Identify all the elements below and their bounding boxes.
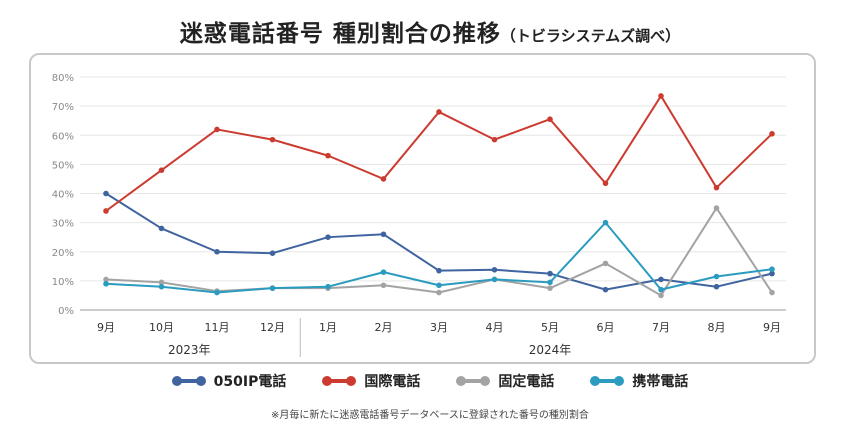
legend: 050IP電話 国際電話 固定電話 携帯電話	[0, 371, 860, 391]
legend-item: 携帯電話	[590, 371, 688, 391]
data-point	[158, 279, 165, 286]
x-tick-label: 6月	[597, 321, 615, 334]
y-tick-label: 10%	[52, 277, 74, 288]
legend-swatch	[322, 376, 357, 386]
x-axis-ticks: 9月 10月 11月 12月 1月 2月 3月 4月 5月 6月 7月 8月 9月	[97, 321, 781, 334]
data-point	[713, 283, 720, 290]
legend-label: 050IP電話	[213, 374, 287, 390]
y-axis-ticks: 0% 10% 20% 30% 40% 50% 60% 70% 80%	[52, 73, 74, 317]
series-lines	[103, 93, 775, 299]
series-line	[105, 192, 773, 291]
y-tick-label: 70%	[52, 102, 74, 113]
data-point	[713, 184, 720, 191]
year-label: 2024年	[529, 343, 572, 357]
x-tick-label: 11月	[205, 321, 230, 334]
data-point	[602, 180, 609, 187]
year-label: 2023年	[168, 343, 211, 357]
data-point	[658, 276, 664, 283]
data-point	[436, 109, 442, 115]
legend-swatch	[590, 376, 625, 386]
data-point	[769, 130, 775, 137]
data-point	[269, 136, 276, 143]
x-tick-label: 3月	[430, 321, 448, 334]
y-tick-label: 30%	[52, 219, 74, 230]
data-point	[547, 116, 553, 123]
data-point	[380, 176, 387, 182]
data-point	[491, 267, 498, 273]
data-point	[269, 250, 276, 257]
data-point	[547, 285, 553, 291]
data-point	[436, 267, 442, 274]
legend-item: 国際電話	[322, 371, 420, 391]
x-tick-label: 9月	[763, 321, 781, 334]
data-point	[547, 270, 553, 277]
series-line	[105, 221, 773, 294]
legend-label: 携帯電話	[632, 374, 689, 390]
data-point	[325, 283, 331, 290]
data-point	[214, 289, 220, 296]
y-tick-label: 40%	[52, 190, 74, 201]
legend-label: 固定電話	[498, 374, 555, 390]
data-point	[602, 219, 609, 226]
x-tick-label: 4月	[486, 321, 504, 334]
x-tick-label: 10月	[149, 321, 174, 334]
x-tick-label: 7月	[652, 321, 670, 334]
data-point	[436, 289, 442, 296]
data-point	[436, 282, 442, 289]
data-point	[658, 286, 664, 293]
grid-lines	[80, 76, 786, 311]
data-point	[713, 205, 720, 211]
data-point	[547, 279, 553, 286]
chart-title-main: 迷惑電話番号 種別割合の推移	[179, 21, 501, 47]
x-tick-label: 12月	[260, 321, 285, 334]
chart-frame	[29, 53, 816, 364]
chart-title: 迷惑電話番号 種別割合の推移（トビラシステムズ調べ）	[0, 14, 860, 48]
footnote: ※月毎に新たに迷惑電話番号データベースに登録された番号の種別割合	[271, 410, 589, 421]
data-point	[769, 266, 775, 273]
x-tick-label: 5月	[541, 321, 559, 334]
data-point	[380, 269, 387, 275]
data-point	[380, 231, 387, 238]
data-point	[380, 282, 387, 289]
y-tick-label: 60%	[52, 131, 74, 142]
x-tick-label: 2月	[375, 321, 393, 334]
y-tick-label: 50%	[52, 160, 74, 171]
data-point	[103, 190, 109, 197]
x-tick-label: 1月	[319, 321, 337, 334]
data-point	[769, 289, 775, 296]
data-point	[602, 260, 609, 267]
data-point	[214, 126, 220, 133]
data-point	[269, 285, 276, 291]
data-point	[491, 276, 498, 283]
data-point	[325, 234, 331, 240]
data-point	[325, 152, 331, 159]
data-point	[214, 248, 220, 255]
y-tick-label: 0%	[58, 306, 74, 317]
legend-label: 国際電話	[364, 374, 421, 390]
legend-swatch	[171, 376, 206, 386]
data-point	[658, 292, 664, 299]
data-point	[658, 93, 664, 99]
legend-swatch	[456, 376, 491, 386]
data-point	[103, 208, 109, 214]
x-tick-label: 8月	[708, 321, 726, 334]
data-point	[769, 270, 775, 277]
year-labels: 2023年 2024年	[168, 318, 571, 357]
y-tick-label: 20%	[52, 248, 74, 259]
legend-item: 固定電話	[456, 371, 554, 391]
data-point	[158, 225, 165, 232]
data-point	[103, 280, 109, 287]
y-tick-label: 80%	[52, 73, 74, 84]
data-point	[103, 276, 109, 283]
data-point	[158, 283, 165, 290]
data-point	[602, 286, 609, 293]
data-point	[491, 136, 498, 143]
data-point	[713, 273, 720, 280]
data-point	[158, 167, 165, 173]
chart-subtitle: （トビラシステムズ調べ）	[500, 27, 681, 45]
x-tick-label: 9月	[97, 321, 115, 334]
legend-item: 050IP電話	[171, 371, 287, 391]
